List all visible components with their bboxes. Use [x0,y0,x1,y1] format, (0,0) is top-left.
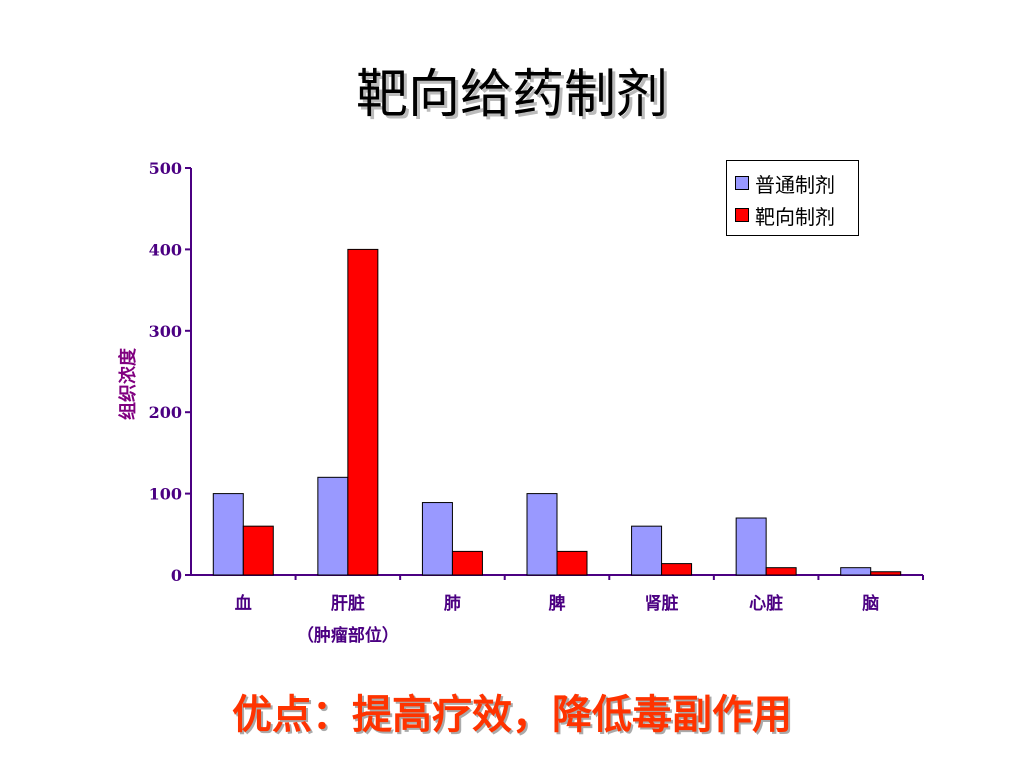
bar-targeted [556,550,588,576]
x-tick-label: 脾 [549,593,566,614]
bar-normal [212,493,244,576]
legend-item-targeted: 靶向制剂 [735,202,835,229]
slide-title: 靶向给药制剂 [355,65,668,125]
y-tick-label: 300 [149,322,182,341]
bar-targeted [242,525,274,576]
x-tick-label: 脑 [862,593,879,614]
x-tick-label: 肝脏 [331,593,365,614]
bar-targeted [765,567,797,576]
y-tick-label: 0 [171,566,182,585]
bar-normal [840,567,872,576]
bar-targeted [451,550,483,576]
bar-targeted [870,571,902,576]
bar-normal [421,502,453,576]
bar-normal [317,476,349,576]
x-tick-label: 肺 [444,594,461,614]
legend-label-targeted: 靶向制剂 [755,204,835,229]
bar-normal [526,493,558,576]
x-tick-sublabel: （肿瘤部位） [297,625,399,646]
y-tick-label: 500 [149,159,182,178]
x-tick-label: 肾脏 [645,593,679,614]
legend-swatch-normal [735,176,749,190]
chart-legend: 普通制剂 靶向制剂 [726,160,859,236]
bar-normal [735,517,767,576]
legend-swatch-targeted [735,208,749,222]
y-tick-label: 400 [149,240,182,259]
footer-advantages: 优点：提高疗效，降低毒副作用 [232,692,792,738]
bar-targeted [661,563,693,576]
x-tick-label: 血 [235,593,252,614]
legend-item-normal: 普通制剂 [735,170,835,197]
legend-label-normal: 普通制剂 [755,172,835,197]
x-tick-label: 心脏 [749,593,783,614]
y-axis-title: 组织浓度 [117,347,139,420]
bar-chart: 0 100 200 300 400 500 血 肝脏 （肿瘤部位） 肺 脾 肾脏 心脏 脑 组织浓度 [117,159,924,646]
y-tick-label: 100 [149,485,182,504]
y-tick-label: 200 [149,403,182,422]
bar-normal [631,525,663,576]
bar-targeted [347,248,379,576]
